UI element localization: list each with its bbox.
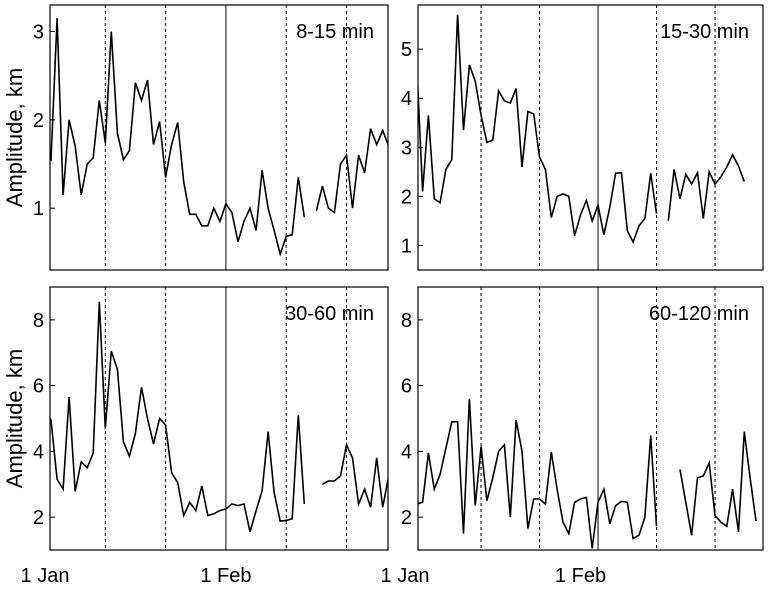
y-axis-label: Amplitude, km bbox=[2, 349, 27, 488]
y-tick-label: 1 bbox=[33, 198, 44, 220]
y-tick-label: 4 bbox=[401, 88, 412, 110]
series-line-segment bbox=[50, 301, 306, 533]
series-line-segment bbox=[667, 152, 746, 221]
y-tick-label: 3 bbox=[33, 22, 44, 44]
panel-title: 15-30 min bbox=[660, 21, 749, 43]
panel-2: 1 2 3 4 5 15-30 min bbox=[401, 4, 764, 271]
panel-title: 8-15 min bbox=[296, 21, 374, 43]
y-tick-label: 4 bbox=[401, 441, 412, 463]
y-tick-label: 8 bbox=[401, 310, 412, 332]
y-tick-label: 6 bbox=[33, 376, 44, 398]
series-group bbox=[50, 18, 388, 257]
x-tick-label: 1 Feb bbox=[200, 565, 251, 587]
y-tick-label: 8 bbox=[33, 310, 44, 332]
series-line-segment bbox=[50, 18, 306, 257]
plot-frame bbox=[49, 4, 389, 271]
panel-4: 2 4 6 8 1 Jan 1 Feb 60-120 min bbox=[381, 286, 764, 587]
panel-title: 30-60 min bbox=[285, 303, 374, 325]
series-group bbox=[418, 398, 757, 549]
y-tick-label: 4 bbox=[33, 441, 44, 463]
panel-title: 60-120 min bbox=[649, 303, 749, 325]
panel-3: 2 4 6 8 1 Jan 1 Feb Amplitude, km 30-60 min bbox=[2, 286, 389, 587]
series-group bbox=[418, 14, 746, 244]
y-tick-label: 6 bbox=[401, 376, 412, 398]
series-group bbox=[50, 301, 388, 533]
series-line-segment bbox=[322, 442, 388, 508]
y-tick-label: 2 bbox=[33, 110, 44, 132]
panel-1: 1 2 3 Amplitude, km 8-15 min bbox=[2, 4, 389, 271]
series-line-segment bbox=[418, 398, 658, 549]
plot-frame bbox=[417, 4, 764, 271]
series-line-segment bbox=[418, 14, 658, 244]
x-tick-label: 1 Jan bbox=[381, 565, 430, 587]
x-tick-label: 1 Jan bbox=[21, 565, 70, 587]
plot-frame bbox=[417, 286, 764, 551]
series-line-segment bbox=[679, 431, 757, 536]
y-tick-label: 5 bbox=[401, 39, 412, 61]
y-tick-label: 2 bbox=[401, 186, 412, 208]
y-tick-label: 3 bbox=[401, 137, 412, 159]
y-tick-label: 2 bbox=[33, 507, 44, 529]
y-axis-label: Amplitude, km bbox=[2, 68, 27, 207]
y-tick-label: 2 bbox=[401, 507, 412, 529]
y-tick-label: 1 bbox=[401, 235, 412, 257]
x-tick-label: 1 Feb bbox=[555, 565, 606, 587]
series-line-segment bbox=[315, 128, 388, 215]
